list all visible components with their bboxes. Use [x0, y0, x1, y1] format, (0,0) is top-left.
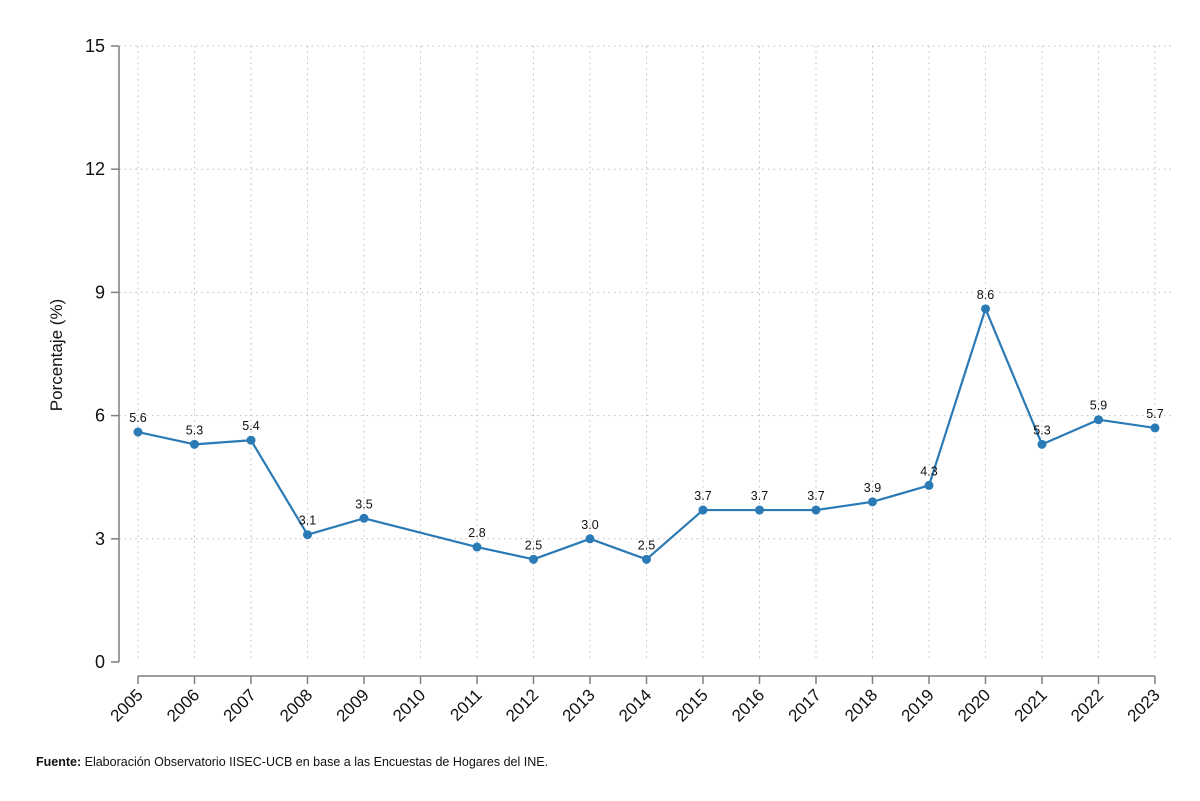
- x-tick-label: 2008: [276, 685, 316, 725]
- data-label: 5.3: [1033, 423, 1050, 437]
- data-label: 3.7: [751, 489, 768, 503]
- data-label: 3.9: [864, 481, 881, 495]
- data-label: 3.5: [355, 497, 372, 511]
- data-label: 8.6: [977, 288, 994, 302]
- data-label: 5.4: [242, 419, 259, 433]
- data-point: [472, 542, 482, 552]
- data-point: [190, 439, 199, 449]
- data-label: 3.1: [299, 514, 316, 528]
- x-tick-label: 2019: [898, 685, 938, 725]
- data-label: 2.8: [468, 526, 485, 540]
- data-label: 2.5: [638, 538, 655, 552]
- x-tick-label: 2016: [728, 685, 768, 725]
- x-tick-label: 2010: [389, 685, 429, 725]
- x-tick-label: 2011: [447, 685, 486, 724]
- data-label: 3.7: [694, 489, 711, 503]
- axes: 0 3 6 9 12 15 2005 2006 2007 2008 2009 2010 2011 2012…: [85, 36, 1164, 726]
- y-axis-title: Porcentaje (%): [47, 299, 66, 411]
- x-tick-label: 2009: [333, 685, 373, 725]
- y-tick-label: 0: [95, 652, 105, 672]
- data-point: [246, 435, 256, 445]
- y-tick-label: 6: [95, 406, 105, 426]
- data-point: [133, 427, 143, 437]
- data-label: 2.5: [525, 538, 542, 552]
- x-tick-label: 2013: [559, 685, 599, 725]
- data-point: [1094, 415, 1103, 425]
- x-tick-label: 2023: [1124, 685, 1164, 725]
- data-label: 3.0: [581, 518, 598, 532]
- data-point: [359, 513, 369, 523]
- x-tick-label: 2021: [1011, 685, 1051, 725]
- data-point: [529, 554, 538, 564]
- grid-lines: [119, 45, 1172, 662]
- data-point: [585, 534, 595, 544]
- data-label: 5.9: [1090, 399, 1107, 413]
- data-label: 5.6: [129, 411, 146, 425]
- data-label: 3.7: [807, 489, 824, 503]
- x-tick-label: 2006: [163, 685, 203, 725]
- data-point: [868, 497, 877, 507]
- x-tick-label: 2007: [220, 685, 260, 725]
- data-point: [811, 505, 821, 515]
- x-tick-label: 2018: [841, 685, 881, 725]
- x-tick-label: 2005: [107, 685, 147, 725]
- data-point: [1037, 439, 1047, 449]
- series-line: [133, 304, 1160, 564]
- x-tick-label: 2020: [954, 685, 994, 725]
- source-text: Elaboración Observatorio IISEC-UCB en ba…: [81, 755, 549, 769]
- data-point: [303, 530, 312, 540]
- data-label: 5.3: [186, 423, 203, 437]
- data-label: 5.7: [1146, 407, 1163, 421]
- source-footnote: Fuente: Elaboración Observatorio IISEC-U…: [36, 755, 548, 769]
- y-tick-label: 15: [85, 36, 105, 56]
- data-point: [642, 554, 651, 564]
- data-point: [981, 304, 990, 314]
- data-point: [698, 505, 708, 515]
- source-label: Fuente:: [36, 755, 82, 769]
- x-tick-label: 2012: [502, 685, 542, 725]
- data-point: [924, 480, 934, 490]
- series-path: [137, 307, 1156, 561]
- y-tick-label: 12: [85, 159, 105, 179]
- data-point: [1150, 423, 1160, 433]
- x-tick-label: 2014: [615, 685, 655, 725]
- x-tick-label: 2022: [1067, 685, 1107, 725]
- data-labels: 5.6 5.3 5.4 3.1 3.5 2.8 2.5 3.0 2.5 3.7 3.7 3.7 3.9 4…: [129, 288, 1163, 553]
- data-point: [755, 505, 764, 515]
- y-tick-label: 3: [95, 529, 105, 549]
- data-label: 4.3: [920, 464, 937, 478]
- y-tick-label: 9: [95, 282, 105, 302]
- x-tick-label: 2015: [672, 685, 712, 725]
- x-tick-label: 2017: [785, 685, 825, 725]
